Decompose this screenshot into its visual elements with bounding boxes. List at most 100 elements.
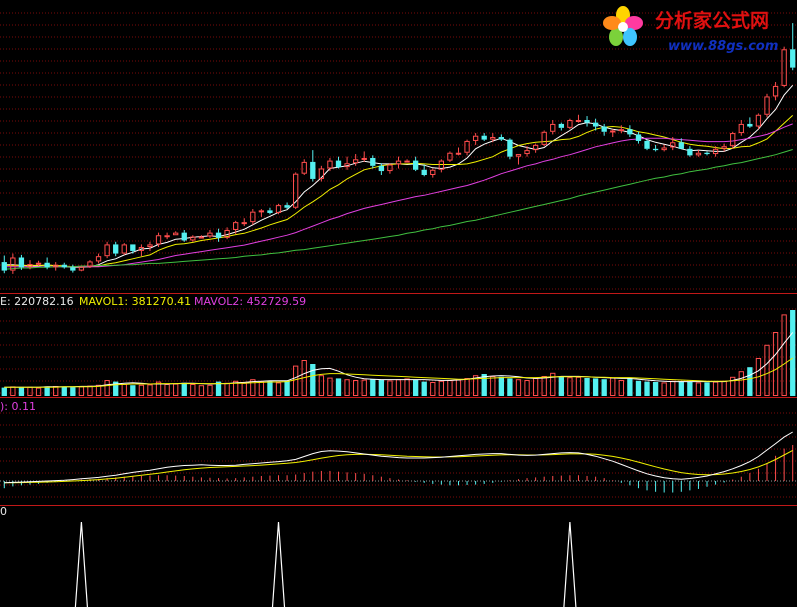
volume-bar — [78, 386, 85, 396]
volume-bar — [652, 382, 659, 396]
volume-bar — [515, 379, 522, 397]
candle-body — [70, 267, 76, 271]
candle-body — [430, 169, 436, 175]
volume-bar — [507, 378, 513, 396]
candle — [515, 154, 522, 165]
candle — [627, 125, 633, 138]
candle-body — [344, 163, 350, 168]
candle-body — [635, 134, 642, 141]
candle — [421, 164, 427, 177]
candle — [35, 260, 42, 267]
candle — [95, 253, 102, 264]
candle-body — [687, 148, 693, 156]
signal-spike — [563, 521, 577, 607]
candle-body — [532, 144, 539, 151]
volume-ma-line — [4, 332, 794, 388]
panel-separators — [0, 293, 797, 506]
candle — [558, 122, 564, 131]
volume-bar — [687, 381, 693, 396]
candle — [781, 46, 787, 88]
candle-body — [790, 49, 796, 68]
candle — [670, 137, 676, 151]
volume-bar — [764, 344, 770, 396]
candle — [138, 244, 145, 257]
price-ma-line — [4, 123, 793, 268]
volume-bar — [695, 382, 702, 396]
volume-bar — [481, 374, 487, 396]
volume-bar — [378, 380, 385, 396]
candle — [387, 163, 393, 174]
candle-body — [78, 266, 85, 271]
candle — [524, 146, 530, 157]
candle — [678, 138, 684, 149]
price-candles — [1, 23, 796, 274]
volume-bar — [138, 384, 145, 396]
candle-body — [524, 150, 530, 155]
volume-bar — [327, 377, 333, 397]
candle-body — [550, 123, 556, 132]
volume-bar — [70, 387, 76, 396]
candle-body — [695, 152, 702, 156]
candle — [790, 23, 796, 71]
candle-body — [113, 244, 119, 254]
candle-body — [567, 120, 573, 128]
candle-body — [507, 139, 513, 157]
volume-bar — [747, 367, 753, 396]
volume-bar — [121, 384, 127, 396]
candle-body — [781, 49, 787, 86]
candle-body — [352, 159, 359, 164]
candle — [464, 139, 470, 156]
candle-body — [575, 120, 582, 122]
candle-body — [147, 244, 153, 248]
grid-lines — [0, 12, 797, 498]
volume-bar — [95, 384, 102, 396]
candle — [70, 264, 76, 273]
candle-body — [661, 147, 667, 151]
candle-body — [515, 154, 522, 157]
candle-body — [627, 129, 633, 135]
candle — [550, 120, 556, 135]
candle-body — [421, 169, 427, 175]
volume-bar — [361, 379, 367, 397]
candle — [155, 232, 162, 248]
candle — [301, 159, 307, 175]
volume-bar — [558, 376, 564, 396]
candle-body — [224, 230, 230, 238]
candle-body — [764, 96, 770, 115]
volume-bar — [498, 376, 504, 396]
candle-body — [447, 152, 453, 161]
volume-bar — [53, 386, 59, 396]
volume-bar — [181, 382, 187, 396]
volume-bar — [772, 332, 779, 396]
candle — [10, 253, 16, 274]
volume-bar — [173, 383, 179, 397]
candle — [575, 114, 582, 123]
candle-body — [258, 210, 265, 213]
candle-body — [652, 148, 659, 151]
volume-bar — [113, 381, 119, 396]
candle-body — [498, 137, 504, 140]
volume-bar — [267, 380, 273, 396]
volume-moving-averages — [4, 332, 794, 388]
volume-bar — [678, 381, 684, 396]
candle — [215, 228, 222, 242]
volume-bar — [627, 378, 633, 396]
candle — [738, 120, 744, 136]
volume-bar — [310, 364, 316, 396]
candle — [541, 130, 547, 147]
volume-bar — [430, 382, 436, 396]
candle-body — [233, 222, 239, 230]
candle — [130, 244, 136, 254]
candle-body — [747, 123, 753, 127]
candle-body — [301, 161, 307, 174]
candle-body — [138, 247, 145, 251]
volume-bar — [464, 378, 470, 396]
candle — [78, 266, 85, 272]
volume-bar — [293, 365, 299, 397]
volume-bar — [87, 385, 93, 397]
candle-body — [438, 160, 445, 170]
price-ma-line — [4, 84, 794, 268]
volume-bar — [661, 382, 667, 396]
candle-body — [772, 85, 779, 97]
candle-body — [198, 236, 205, 239]
